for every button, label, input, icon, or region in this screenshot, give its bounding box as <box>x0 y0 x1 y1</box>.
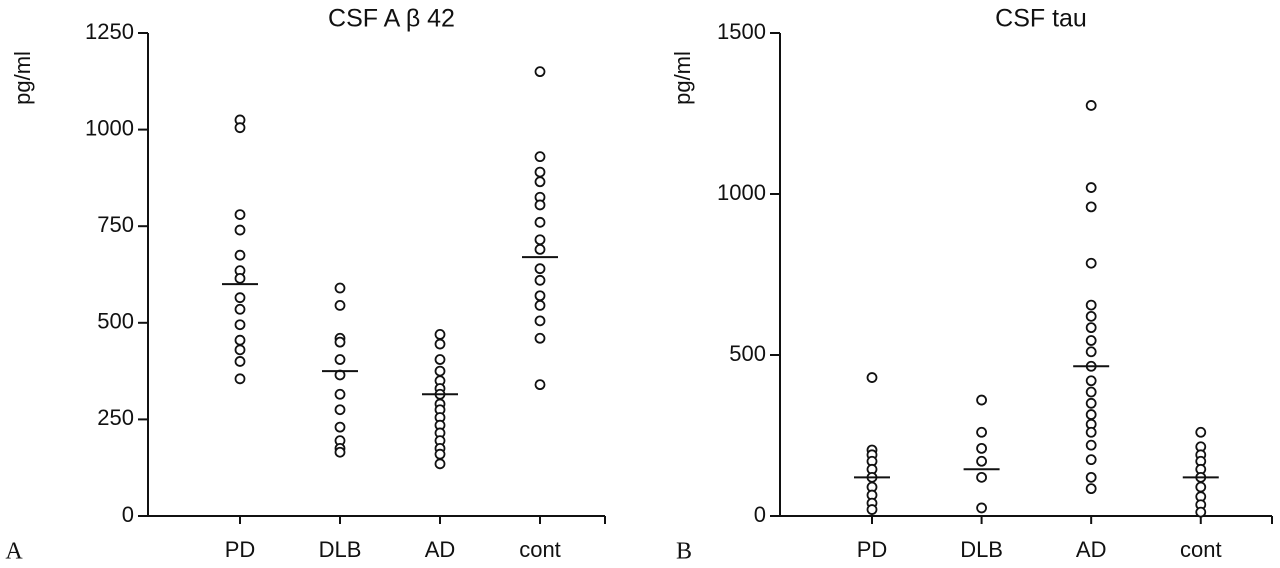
data-point <box>534 151 546 163</box>
data-point <box>1085 454 1097 466</box>
y-axis-label: pg/ml <box>670 51 695 105</box>
y-axis-label: pg/ml <box>10 51 35 105</box>
data-point <box>534 243 546 255</box>
data-point <box>1085 100 1097 111</box>
data-point <box>434 365 446 377</box>
data-point <box>976 455 987 467</box>
y-tick-label: 500 <box>97 309 134 334</box>
y-tick-label: 1250 <box>85 19 134 44</box>
data-point <box>234 373 246 385</box>
data-point <box>976 471 987 483</box>
data-point <box>976 442 987 454</box>
data-point <box>534 315 546 327</box>
data-point <box>234 224 246 236</box>
data-point <box>434 448 446 460</box>
data-point <box>1085 335 1097 346</box>
data-point <box>234 209 246 221</box>
data-point <box>434 338 446 350</box>
x-tick-label: cont <box>1180 537 1222 562</box>
data-point <box>234 292 246 304</box>
data-point <box>1085 375 1097 387</box>
data-point <box>1085 201 1097 213</box>
data-point <box>1085 397 1097 409</box>
data-point <box>1085 346 1097 358</box>
y-tick-label: 250 <box>97 405 134 430</box>
data-point <box>334 336 346 348</box>
data-point <box>234 344 246 356</box>
data-point <box>866 372 878 383</box>
chart-title: CSF A β 42 <box>328 5 455 33</box>
data-point <box>1195 426 1207 438</box>
data-point <box>234 272 246 284</box>
x-tick-label: PD <box>857 537 888 562</box>
x-tick-label: AD <box>425 537 456 562</box>
data-point <box>1085 257 1097 269</box>
data-point <box>534 166 546 178</box>
data-point <box>334 446 346 458</box>
data-point <box>434 458 446 470</box>
panel-label: B <box>676 539 692 565</box>
y-tick-label: 500 <box>729 341 766 366</box>
x-tick-label: DLB <box>319 537 362 562</box>
data-point <box>234 249 246 261</box>
data-point <box>1085 299 1097 311</box>
data-point <box>534 332 546 344</box>
data-point <box>1085 471 1097 483</box>
data-point <box>534 263 546 275</box>
data-point <box>976 394 987 406</box>
data-point <box>234 303 246 315</box>
y-tick-label: 1000 <box>717 180 766 205</box>
data-point <box>1085 310 1097 322</box>
y-tick-label: 0 <box>122 502 134 527</box>
x-tick-label: DLB <box>960 537 1003 562</box>
data-point <box>234 122 246 134</box>
data-point <box>334 354 346 365</box>
data-point <box>434 354 446 365</box>
data-point <box>334 282 346 294</box>
data-point <box>334 388 346 400</box>
data-point <box>1085 386 1097 398</box>
y-tick-label: 1000 <box>85 115 134 140</box>
data-point <box>234 319 246 331</box>
y-tick-label: 750 <box>97 212 134 237</box>
data-point <box>976 426 987 438</box>
data-point <box>534 290 546 302</box>
data-point <box>534 199 546 211</box>
data-point <box>1085 439 1097 451</box>
y-tick-label: 0 <box>754 502 766 527</box>
data-point <box>1085 322 1097 334</box>
y-tick-label: 1500 <box>717 19 766 44</box>
panel-label: A <box>5 539 23 565</box>
x-tick-label: PD <box>225 537 256 562</box>
data-point <box>1195 481 1207 493</box>
data-point <box>1085 426 1097 438</box>
data-point <box>866 504 878 515</box>
data-point <box>1085 182 1097 193</box>
data-point <box>334 300 346 311</box>
data-point <box>1085 409 1097 420</box>
data-point <box>534 66 546 78</box>
data-point <box>976 502 987 514</box>
data-point <box>234 334 246 346</box>
data-point <box>1085 483 1097 495</box>
data-point <box>1195 506 1207 518</box>
data-point <box>434 328 446 340</box>
data-point <box>234 356 246 367</box>
x-tick-label: cont <box>519 537 561 562</box>
data-point <box>534 234 546 246</box>
data-point <box>534 274 546 286</box>
data-point <box>534 379 546 391</box>
data-point <box>534 176 546 188</box>
chart-title: CSF tau <box>995 5 1087 33</box>
x-tick-label: AD <box>1076 537 1107 562</box>
data-point <box>334 404 346 416</box>
data-point <box>334 421 346 433</box>
data-point <box>534 216 546 228</box>
data-point <box>534 300 546 311</box>
